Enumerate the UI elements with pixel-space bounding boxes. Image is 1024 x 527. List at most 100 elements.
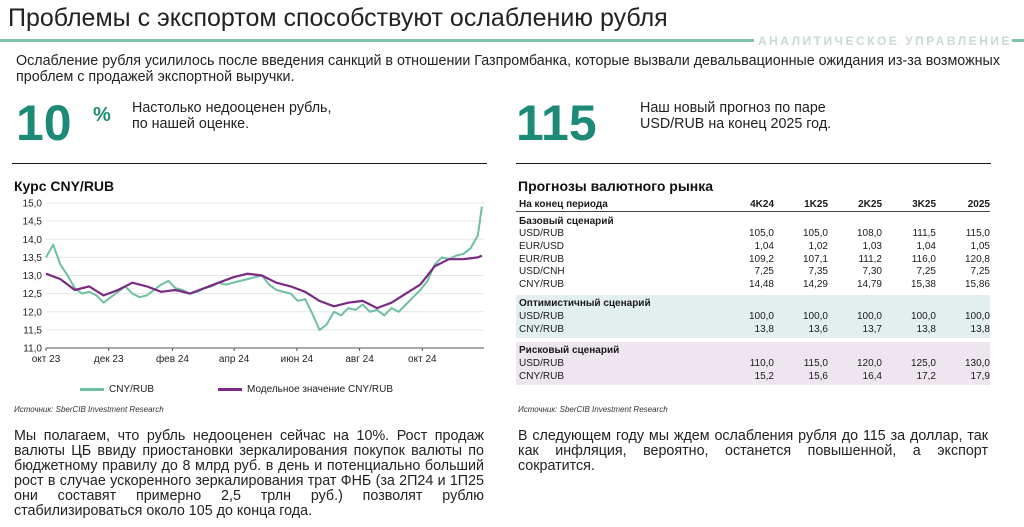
highlight-text-2-line2: USD/RUB на конец 2025 год. [640,116,832,132]
y-tick-label: 14,0 [23,235,43,246]
department-label: АНАЛИТИЧЕСКОЕ УПРАВЛЕНИЕ [753,34,1012,48]
y-tick-label: 14,5 [23,217,43,228]
y-tick-label: 11,0 [23,344,42,355]
table-cell: 1,03 [862,240,882,252]
y-tick-label: 13,5 [23,253,43,264]
table-cell: 13,8 [970,323,990,335]
scenario-title-row: Оптимистичный сценарий [516,297,990,310]
table-header-row: На конец периода 4K24 1K25 2K25 3K25 2025 [516,198,990,212]
table-cell: 13,7 [862,323,882,335]
series-line-cnyrub [45,206,483,331]
bottom-paragraph-left: Мы полагаем, что рубль недооценен сейчас… [14,428,484,519]
table-cell: 110,0 [749,357,774,369]
header-rule [0,39,1024,42]
table-row: CNY/RUB 15,2 15,6 16,4 17,2 17,9 [516,370,990,383]
table-cell: 107,1 [802,253,828,265]
table-cell: 15,38 [910,278,936,290]
bottom-paragraph-right: В следующем году мы ждем ослабления рубл… [518,428,988,474]
legend-label-cnyrub: CNY/RUB [109,384,155,395]
highlight-text-1-line1: Настолько недооценен рубль, [132,100,332,116]
table-cell: 100,0 [748,310,774,322]
scenario-title-row: Базовый сценарий [516,215,990,228]
table-cell: 111,2 [858,253,882,265]
legend-swatch-cnyrub [80,388,104,391]
scenario-block: Рисковый сценарий USD/RUB 110,0 115,0 120,0 1… [516,341,990,385]
highlight-unit-1: % [93,104,111,126]
table-cell: 130,0 [964,357,990,369]
forecast-table: На конец периода 4K24 1K25 2K25 3K25 2025 Базо… [516,198,990,385]
y-tick-label: 11,5 [23,325,42,336]
scenario-title: Базовый сценарий [519,215,614,227]
table-cell: 15,86 [964,278,990,290]
table-cell: 1,02 [808,240,828,252]
table-cell: 1,04 [916,240,936,252]
table-cell: 120,8 [964,253,990,265]
table-cell: 7,25 [754,266,774,278]
table-cell: 100,0 [910,310,936,322]
x-tick-label: июн 24 [281,354,314,365]
x-tick-label: дек 23 [94,354,124,365]
row-label: USD/RUB [519,310,565,322]
highlight-text-1: Настолько недооценен рубль, по нашей оце… [132,100,331,132]
table-cell: 14,79 [856,278,882,290]
y-tick-label: 15,0 [23,199,43,210]
table-cell: 15,2 [754,370,774,382]
row-label: USD/RUB [519,357,565,369]
table-cell: 100,0 [964,310,990,322]
table-cell: 7,35 [808,266,828,278]
table-cell: 16,4 [862,370,882,382]
table-cell: 14,29 [802,278,828,290]
table-header-cell: 2025 [967,199,990,210]
row-label: USD/RUB [519,228,565,240]
table-cell: 111,5 [912,228,936,240]
scenario-block: Оптимистичный сценарий USD/RUB 100,0 100,0 1… [516,294,990,338]
highlight-number-1: 10 [16,95,72,151]
x-tick-label: авг 24 [345,354,374,365]
y-tick-label: 12,0 [23,307,43,318]
chart-source: Источник: SberCIB Investment Research [14,405,164,414]
highlight-text-1-line2: по нашей оценке. [132,116,250,132]
table-cell: 7,25 [970,266,990,278]
table-cell: 100,0 [856,310,882,322]
chart-title: Курс CNY/RUB [14,178,115,194]
table-cell: 7,30 [862,266,882,278]
table-cell: 13,8 [916,323,936,335]
x-tick-label: фев 24 [156,353,189,365]
legend-label-model: Модельное значение CNY/RUB [247,384,393,395]
forecast-title: Прогнозы валютного рынка [518,178,714,194]
table-cell: 115,0 [965,228,990,240]
row-label: CNY/RUB [519,370,565,382]
legend-swatch-model [218,388,242,391]
y-tick-label: 12,5 [23,289,43,300]
series-line-model [45,254,483,310]
table-cell: 105,0 [748,228,774,240]
table-row: USD/RUB 100,0 100,0 100,0 100,0 100,0 [516,310,990,323]
row-label: EUR/RUB [519,253,565,265]
row-label: CNY/RUB [519,278,565,290]
table-cell: 13,8 [754,323,774,335]
table-cell: 108,0 [856,228,882,240]
table-cell: 116,0 [911,253,936,265]
table-cell: 17,9 [970,370,990,382]
table-cell: 115,0 [803,357,828,369]
lead-paragraph: Ослабление рубля усилилось после введени… [16,53,1000,85]
table-cell: 17,2 [916,370,936,382]
x-tick-label: апр 24 [219,354,250,365]
table-row: EUR/RUB 109,2 107,1 111,2 116,0 120,8 [516,253,990,266]
divider-left [12,163,487,164]
table-header-cell: 3K25 [912,199,936,210]
table-cell: 125,0 [910,357,936,369]
table-cell: 1,04 [754,240,774,252]
table-cell: 13,6 [808,323,828,335]
cny-rub-chart: 15,014,514,013,513,012,512,011,511,0окт … [23,199,484,365]
scenario-title: Рисковый сценарий [519,344,620,356]
table-row: CNY/RUB 13,8 13,6 13,7 13,8 13,8 [516,323,990,336]
row-label: USD/CNH [519,266,565,278]
scenario-block: Базовый сценарий USD/RUB 105,0 105,0 108,0 11… [516,212,990,291]
table-header-cell: 1K25 [804,199,828,210]
table-header-cell: 4K24 [750,199,774,210]
table-cell: 7,25 [916,266,936,278]
highlight-number-2: 115 [516,95,597,151]
table-header-cell: 2K25 [858,199,882,210]
highlight-text-2-line1: Наш новый прогноз по паре [640,100,826,116]
